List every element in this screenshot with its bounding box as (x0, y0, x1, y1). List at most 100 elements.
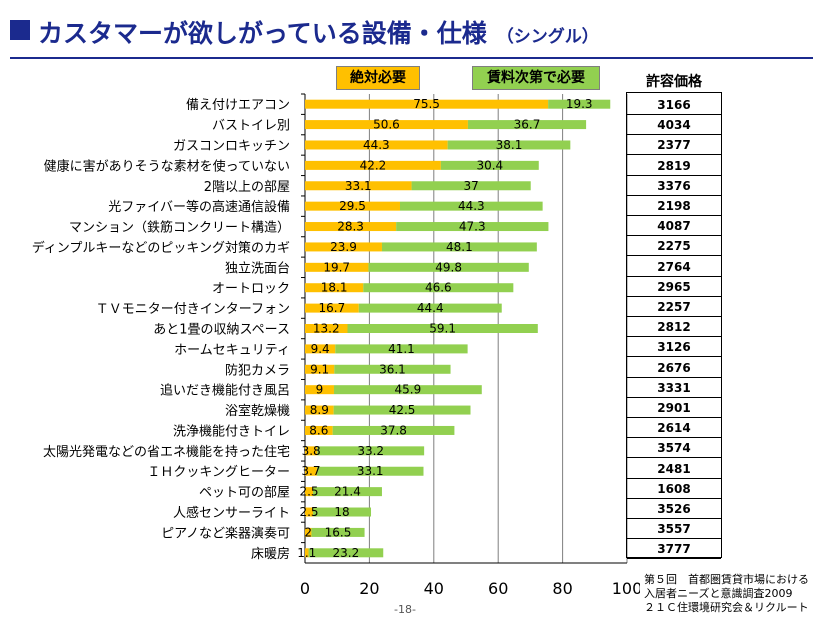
bar-must (305, 324, 348, 333)
title-underline (10, 57, 813, 59)
price-cell: 2901 (627, 398, 721, 418)
x-tick-label: 80 (552, 579, 572, 598)
category-label: 防犯カメラ (225, 362, 290, 378)
category-label: 追いだき機能付き風呂 (160, 383, 290, 399)
price-header: 許容価格 (646, 74, 702, 90)
price-table: 3166 4034 2377 2819 3376 2198 4087 2275 2764 2965… (626, 92, 722, 560)
price-cell: 3574 (627, 438, 721, 459)
price-cell: 2965 (627, 277, 721, 297)
price-cell: 2812 (627, 317, 721, 338)
bar-conditional (333, 405, 471, 415)
value-label-conditional: 59.1 (429, 322, 456, 336)
price-cell: 2377 (627, 135, 721, 156)
x-tick-label: 60 (488, 579, 508, 598)
bar-conditional (411, 181, 531, 191)
value-label-conditional: 36.1 (379, 362, 406, 376)
bar-conditional (347, 324, 538, 333)
bar-must (305, 527, 312, 537)
value-label-must: 50.6 (373, 118, 400, 132)
bar-conditional (316, 466, 424, 476)
price-cell: 2257 (627, 297, 721, 317)
value-label-must: 2.5 (299, 505, 318, 519)
value-label-must: 28.3 (337, 220, 364, 234)
category-label: ペット可の部屋 (199, 486, 290, 501)
bar-must (305, 344, 336, 354)
value-label-must: 9.4 (311, 342, 330, 356)
price-cell: 3526 (627, 499, 721, 519)
value-label-conditional: 37 (464, 179, 479, 193)
value-label-conditional: 44.3 (458, 199, 485, 213)
x-tick-label: 40 (424, 579, 444, 598)
bar-conditional (447, 140, 571, 150)
value-label-must: 3.7 (301, 464, 320, 478)
bar-must (305, 548, 309, 558)
bar-must (305, 222, 397, 232)
value-label-conditional: 46.6 (425, 281, 452, 295)
category-label: 2階以上の部屋 (204, 180, 290, 195)
bar-conditional (313, 487, 382, 497)
value-label-must: 23.9 (330, 240, 357, 254)
value-label-conditional: 36.7 (514, 118, 541, 132)
value-label-conditional: 23.2 (333, 546, 360, 560)
value-label-must: 8.6 (309, 423, 328, 437)
bar-conditional (368, 262, 529, 272)
price-cell: 3777 (627, 539, 721, 560)
title-main: カスタマーが欲しがっている設備・仕様 (38, 19, 487, 48)
bar-must (305, 303, 359, 313)
bar-must (305, 446, 318, 456)
value-label-must: 9 (316, 383, 324, 397)
value-label-must: 8.9 (310, 403, 329, 417)
source-note: 第５回 首都圏賃貸市場における 入居者ニーズと意識調査2009 ２１Ｃ住環境研究… (644, 573, 809, 615)
value-label-conditional: 30.4 (476, 158, 503, 172)
price-cell: 2676 (627, 358, 721, 378)
page-title: カスタマーが欲しがっている設備・仕様 （シングル） (10, 14, 599, 50)
category-label: 健康に害がありそうな素材を使っていない (44, 158, 290, 174)
source-line: 入居者ニーズと意識調査2009 (644, 587, 793, 600)
value-label-must: 33.1 (345, 179, 372, 193)
bar-conditional (311, 527, 365, 537)
bar-must (305, 425, 333, 435)
x-tick-label: 100 (612, 579, 640, 598)
price-cell: 4087 (627, 216, 721, 237)
bar-conditional (363, 283, 514, 293)
value-label-conditional: 33.1 (357, 464, 384, 478)
value-label-must: 3.8 (302, 444, 321, 458)
bar-must (305, 140, 448, 150)
source-line: 第５回 首都圏賃貸市場における (644, 573, 809, 586)
category-label: オートロック (212, 282, 290, 297)
bar-conditional (396, 222, 549, 232)
bar-conditional (358, 303, 502, 313)
price-cell: 4034 (627, 115, 721, 136)
price-cell: 3376 (627, 176, 721, 196)
category-label: ホームセキュリティ (174, 343, 290, 358)
bar-must (305, 283, 364, 293)
bar-conditional (335, 344, 468, 354)
x-tick-label: 0 (300, 579, 310, 598)
price-cell: 3166 (627, 95, 721, 115)
bar-must (305, 507, 314, 517)
value-label-conditional: 33.2 (357, 444, 384, 458)
bar-must (305, 181, 412, 191)
value-label-conditional: 16.5 (325, 525, 352, 539)
bar-conditional (399, 201, 543, 211)
price-cell: 2481 (627, 459, 721, 479)
title-square-bullet (10, 20, 30, 40)
category-label: 備え付けエアコン (186, 97, 290, 113)
category-label: 浴室乾燥機 (225, 403, 290, 419)
value-label-conditional: 38.1 (496, 138, 523, 152)
legend-must: 絶対必要 (336, 66, 420, 90)
value-label-must: 18.1 (321, 281, 348, 295)
bar-conditional (332, 425, 455, 435)
value-label-must: 1.1 (297, 546, 316, 560)
value-label-conditional: 44.4 (417, 301, 444, 315)
bar-must (305, 466, 317, 476)
bar-must (305, 242, 382, 252)
category-label: ＩＨクッキングヒーター (147, 465, 290, 480)
bar-must (305, 405, 334, 415)
price-cell: 2764 (627, 257, 721, 277)
category-label: ガスコンロキッチン (173, 139, 290, 154)
category-label: 太陽光発電などの省エネ機能を持った住宅 (43, 445, 290, 460)
bar-must (305, 385, 334, 395)
category-label: バストイレ別 (212, 119, 290, 134)
value-label-conditional: 47.3 (459, 220, 486, 234)
